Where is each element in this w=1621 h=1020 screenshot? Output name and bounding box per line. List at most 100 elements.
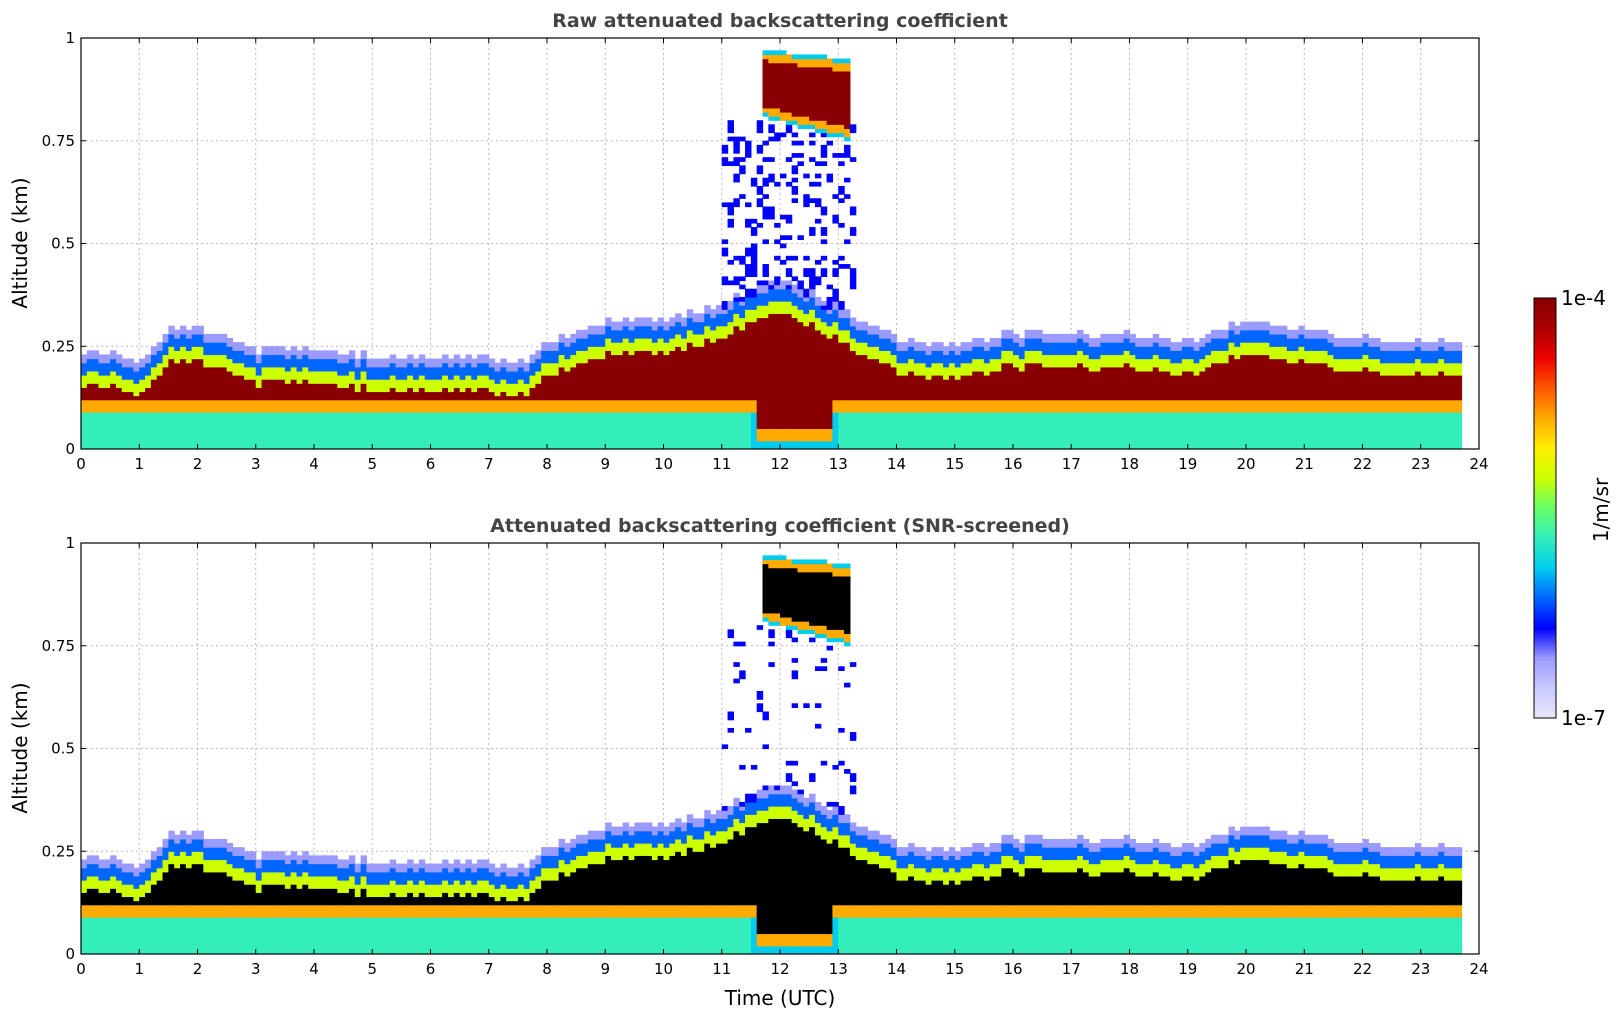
heatmap-cell bbox=[948, 354, 956, 360]
heatmap-cell bbox=[820, 313, 828, 319]
heatmap-cell bbox=[832, 379, 839, 384]
heatmap-cell bbox=[855, 350, 863, 356]
heatmap-cell bbox=[669, 407, 676, 413]
heatmap-cell bbox=[616, 321, 624, 327]
heatmap-cell bbox=[867, 428, 874, 434]
heatmap-cell bbox=[983, 350, 991, 356]
heatmap-cell bbox=[791, 362, 799, 368]
heatmap-cell bbox=[768, 305, 775, 310]
heatmap-cell bbox=[721, 375, 729, 380]
heatmap-cell bbox=[867, 350, 874, 356]
heatmap-cell bbox=[418, 399, 426, 405]
heatmap-cell bbox=[669, 321, 676, 327]
heatmap-cell bbox=[506, 403, 513, 409]
heatmap-cell bbox=[832, 403, 839, 409]
heatmap-cell bbox=[180, 379, 187, 384]
heatmap-cell bbox=[127, 370, 135, 376]
heatmap-cell bbox=[407, 354, 414, 360]
heatmap-cell bbox=[855, 342, 863, 347]
heatmap-cell bbox=[98, 416, 105, 421]
heatmap-cell bbox=[989, 342, 997, 347]
heatmap-cell bbox=[780, 407, 787, 413]
heatmap-cell bbox=[436, 432, 443, 438]
heatmap-cell bbox=[86, 383, 94, 388]
heatmap-cell bbox=[768, 407, 775, 413]
heatmap-cell bbox=[820, 83, 828, 88]
heatmap-cell bbox=[634, 403, 641, 409]
heatmap-cell bbox=[494, 420, 501, 425]
heatmap-cell bbox=[86, 416, 94, 421]
heatmap-cell bbox=[733, 403, 740, 409]
heatmap-cell bbox=[238, 424, 245, 430]
heatmap-cell bbox=[104, 354, 111, 360]
heatmap-cell bbox=[529, 424, 536, 430]
heatmap-cell bbox=[640, 317, 647, 323]
heatmap-cell bbox=[255, 412, 263, 417]
heatmap-cell bbox=[174, 370, 181, 376]
heatmap-cell bbox=[721, 399, 729, 405]
heatmap-cell bbox=[605, 407, 612, 413]
heatmap-cell bbox=[704, 350, 711, 356]
heatmap-cell bbox=[127, 407, 135, 413]
heatmap-cell bbox=[803, 354, 810, 360]
heatmap-cell bbox=[803, 83, 810, 88]
heatmap-cell bbox=[581, 354, 589, 360]
heatmap-cell bbox=[634, 333, 641, 339]
heatmap-cell bbox=[593, 399, 601, 405]
heatmap-cell bbox=[197, 391, 204, 397]
heatmap-cell bbox=[337, 440, 344, 446]
heatmap-cell bbox=[762, 329, 769, 335]
heatmap-cell bbox=[867, 375, 874, 380]
heatmap-cell bbox=[820, 317, 828, 323]
heatmap-cell bbox=[785, 391, 793, 397]
heatmap-cell bbox=[657, 412, 665, 417]
heatmap-cell bbox=[209, 370, 216, 376]
heatmap-cell bbox=[459, 412, 467, 417]
heatmap-cell bbox=[943, 358, 950, 364]
heatmap-cell bbox=[989, 432, 997, 438]
heatmap-cell bbox=[576, 391, 583, 397]
heatmap-cell bbox=[832, 74, 839, 80]
heatmap-cell bbox=[401, 436, 408, 442]
heatmap-cell bbox=[197, 362, 204, 368]
heatmap-cell bbox=[809, 280, 816, 286]
heatmap-cell bbox=[960, 407, 967, 413]
heatmap-cell bbox=[331, 440, 338, 446]
heatmap-cell bbox=[669, 444, 676, 449]
heatmap-cell bbox=[634, 317, 641, 323]
heatmap-cell bbox=[529, 412, 536, 417]
heatmap-cell bbox=[797, 103, 804, 109]
heatmap-cell bbox=[785, 62, 793, 68]
heatmap-cell bbox=[611, 325, 618, 331]
heatmap-cell bbox=[168, 416, 175, 421]
heatmap-cell bbox=[931, 407, 938, 413]
heatmap-cell bbox=[896, 391, 903, 397]
heatmap-cell bbox=[616, 399, 624, 405]
heatmap-cell bbox=[407, 375, 414, 380]
heatmap-cell bbox=[902, 346, 909, 351]
heatmap-cell bbox=[762, 91, 769, 97]
heatmap-cell bbox=[523, 399, 531, 405]
heatmap-cell bbox=[273, 440, 280, 446]
heatmap-cell bbox=[978, 383, 985, 388]
heatmap-cell bbox=[605, 350, 612, 356]
heatmap-cell bbox=[418, 436, 426, 442]
heatmap-cell bbox=[838, 375, 845, 380]
heatmap-cell bbox=[471, 391, 478, 397]
heatmap-cell bbox=[768, 362, 775, 368]
heatmap-cell bbox=[721, 161, 729, 167]
heatmap-cell bbox=[139, 440, 146, 446]
heatmap-cell bbox=[139, 399, 146, 405]
heatmap-cell bbox=[657, 391, 665, 397]
heatmap-cell bbox=[354, 440, 362, 446]
heatmap-cell bbox=[616, 358, 624, 364]
heatmap-cell bbox=[768, 444, 775, 449]
heatmap-cell bbox=[844, 444, 851, 449]
heatmap-cell bbox=[721, 379, 729, 384]
heatmap-cell bbox=[669, 366, 676, 372]
heatmap-cell bbox=[378, 424, 385, 430]
heatmap-cell bbox=[954, 424, 962, 430]
heatmap-cell bbox=[890, 375, 898, 380]
heatmap-cell bbox=[197, 346, 204, 351]
heatmap-cell bbox=[640, 387, 647, 393]
